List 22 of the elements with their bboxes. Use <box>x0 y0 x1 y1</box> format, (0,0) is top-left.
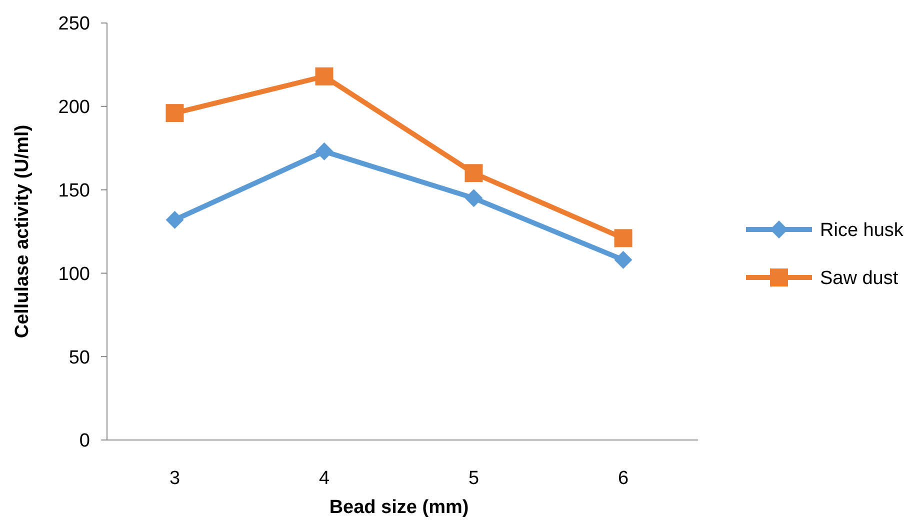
y-tick-label: 200 <box>58 97 90 118</box>
y-tick-label: 0 <box>79 430 90 452</box>
legend-label: Saw dust <box>820 268 899 290</box>
point <box>315 67 334 86</box>
point <box>614 250 632 269</box>
x-tick-label: 6 <box>618 468 629 489</box>
y-axis-title: Cellulase activity (U/ml) <box>12 124 33 338</box>
point <box>166 104 184 122</box>
y-tick-label: 50 <box>68 347 90 368</box>
legend-label: Rice husk <box>820 220 904 242</box>
x-axis-title: Bead size (mm) <box>329 497 469 518</box>
point <box>464 164 483 182</box>
point <box>166 210 184 229</box>
point <box>614 229 632 248</box>
y-tick-label: 100 <box>58 264 90 285</box>
y-tick-label: 250 <box>58 14 90 35</box>
x-tick-label: 5 <box>468 468 480 489</box>
point <box>464 189 483 208</box>
x-tick-label: 3 <box>169 468 180 489</box>
x-tick-label: 4 <box>318 468 330 489</box>
y-tick-label: 150 <box>58 180 90 202</box>
point <box>315 142 334 160</box>
